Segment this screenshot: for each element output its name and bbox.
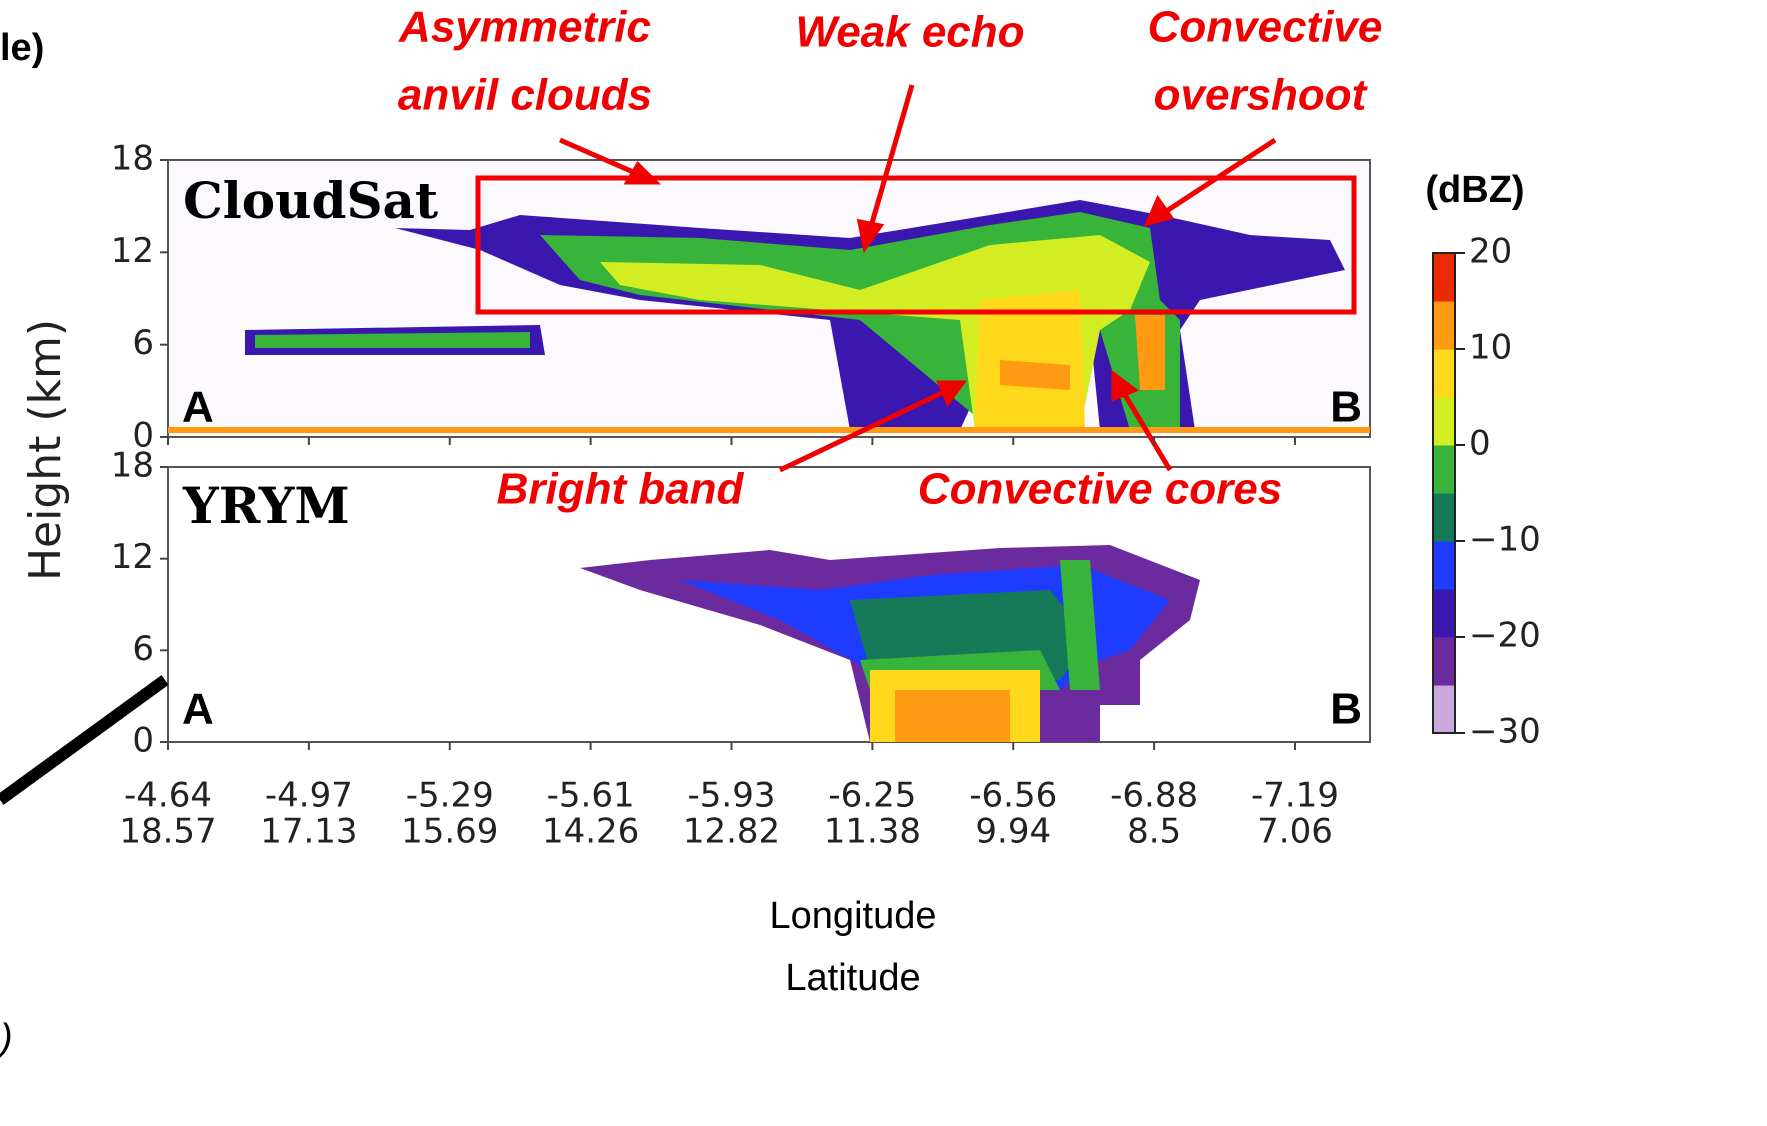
section-end: B	[1330, 383, 1362, 432]
panel-name: YRYM	[182, 476, 350, 535]
x-tick-label: 17.13	[260, 812, 357, 852]
y-tick-label: 6	[132, 629, 154, 669]
section-start: A	[182, 383, 214, 432]
colorbar-segment	[1433, 685, 1455, 734]
section-start: A	[182, 685, 214, 734]
x-tick-label: 14.26	[542, 812, 639, 852]
x-tick-label: -5.61	[547, 776, 635, 816]
annotation: anvil clouds	[398, 71, 652, 120]
colorbar-tick-label: −20	[1469, 616, 1541, 656]
x-tick-label: -4.97	[265, 776, 353, 816]
y-tick-label: 12	[111, 537, 154, 577]
colorbar-tick-label: 10	[1469, 328, 1512, 368]
x-tick-label: -4.64	[124, 776, 212, 816]
annotation: Convective cores	[918, 465, 1282, 514]
y-tick-label: 12	[111, 231, 154, 271]
section-end: B	[1330, 685, 1362, 734]
x-tick-label: -6.25	[828, 776, 916, 816]
x-tick-label: 8.5	[1127, 812, 1181, 852]
colorbar-segment	[1433, 397, 1455, 446]
y-tick-label: 18	[111, 139, 154, 179]
x-tick-label: -7.19	[1251, 776, 1339, 816]
colorbar-segment	[1433, 589, 1455, 638]
panel-name: CloudSat	[183, 171, 438, 230]
annotation: Convective	[1148, 3, 1383, 52]
x-tick-label: -6.88	[1110, 776, 1198, 816]
colorbar-segment	[1433, 301, 1455, 350]
annotation: Weak echo	[795, 8, 1024, 57]
colorbar-segment	[1433, 541, 1455, 590]
colorbar-segment	[1433, 493, 1455, 542]
y-tick-label: 6	[132, 323, 154, 363]
colorbar-segment	[1433, 253, 1455, 302]
y-tick-label: 0	[132, 721, 154, 761]
y-tick-label: 18	[111, 446, 154, 486]
page: {"chart_data": { "type": "heatmap-cross-…	[0, 0, 1767, 1126]
colorbar-segment	[1433, 445, 1455, 494]
annotation: overshoot	[1154, 71, 1369, 120]
cropped-text: le)	[0, 27, 44, 69]
colorbar-tick-label: −10	[1469, 520, 1541, 560]
colorbar-segment	[1433, 637, 1455, 686]
colorbar-tick-label: 20	[1469, 232, 1512, 272]
colorbar-tick-label: 0	[1469, 424, 1491, 464]
x-tick-label: -6.56	[969, 776, 1057, 816]
figure: Asymmetric anvil clouds Weak echo Convec…	[0, 0, 1767, 1126]
x-axis-label: Longitude	[770, 895, 937, 937]
x-tick-label: 18.57	[119, 812, 216, 852]
colorbar-unit: (dBZ)	[1425, 169, 1524, 211]
y-axis-label: Height (km)	[20, 319, 71, 581]
x-tick-label: 7.06	[1257, 812, 1333, 852]
annotation: Bright band	[497, 465, 745, 514]
colorbar-tick-label: −30	[1469, 712, 1541, 752]
cropped-text: )	[0, 1017, 13, 1059]
x-tick-label: -5.29	[406, 776, 494, 816]
x-tick-label: 11.38	[824, 812, 921, 852]
annotation: Asymmetric	[398, 3, 651, 52]
x-tick-label: -5.93	[688, 776, 776, 816]
x-axis-label: Latitude	[785, 957, 920, 999]
x-tick-label: 9.94	[975, 812, 1051, 852]
x-tick-label: 15.69	[401, 812, 498, 852]
colorbar-segment	[1433, 349, 1455, 398]
x-tick-label: 12.82	[683, 812, 780, 852]
